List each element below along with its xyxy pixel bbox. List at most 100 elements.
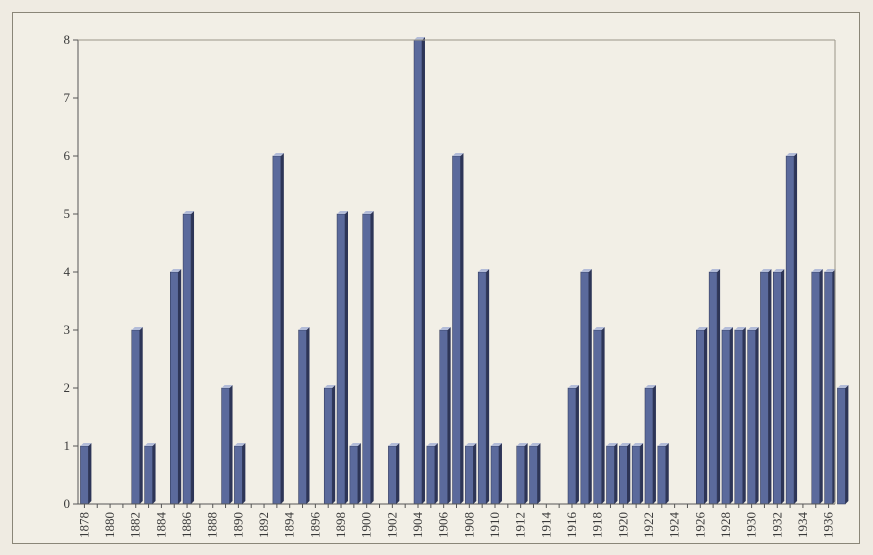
bar — [837, 385, 849, 505]
bar-top — [696, 327, 708, 330]
bar-top — [516, 443, 528, 446]
y-tick-label: 6 — [64, 148, 71, 163]
bar-front — [593, 329, 602, 505]
bar — [567, 385, 579, 505]
bar-front — [785, 155, 795, 505]
bar — [349, 443, 361, 505]
bar-front — [837, 387, 846, 505]
x-tick-label: 1884 — [153, 512, 168, 539]
bar-front — [452, 155, 461, 505]
bar-side — [88, 443, 92, 504]
x-tick-label: 1878 — [76, 512, 91, 538]
bar-side — [781, 269, 785, 504]
bar-top — [632, 443, 644, 446]
bar-top — [452, 153, 464, 156]
bar — [721, 327, 733, 505]
bar-top — [337, 211, 349, 214]
x-tick-label: 1922 — [641, 512, 656, 538]
x-tick-label: 1898 — [333, 512, 348, 538]
bar-front — [234, 445, 243, 505]
bar — [439, 327, 451, 505]
bar-side — [434, 443, 438, 504]
bar-side — [845, 385, 849, 504]
bar-side — [627, 443, 631, 504]
bar-side — [819, 269, 823, 504]
bar-side — [306, 327, 310, 504]
x-tick-label: 1888 — [205, 512, 220, 538]
bar-front — [516, 445, 525, 505]
bar — [413, 37, 425, 505]
bar-top — [170, 269, 182, 272]
bar-side — [242, 443, 246, 504]
bar-front — [824, 271, 833, 505]
bar-top — [414, 37, 425, 40]
bar — [234, 443, 246, 505]
y-tick-label: 7 — [64, 90, 71, 105]
x-tick-label: 1906 — [436, 512, 451, 539]
bar-side — [229, 385, 233, 504]
bar — [490, 443, 502, 505]
bar-front — [80, 445, 89, 505]
bar-top — [478, 269, 490, 272]
x-tick-label: 1926 — [692, 512, 707, 539]
bar-front — [644, 387, 654, 505]
bar-top — [773, 269, 785, 272]
x-tick-label: 1908 — [461, 512, 476, 538]
bar-front — [490, 445, 500, 505]
bar — [593, 327, 605, 505]
bar-side — [178, 269, 182, 504]
bar-side — [575, 385, 579, 504]
bar-front — [388, 445, 397, 505]
bar-top — [593, 327, 605, 330]
bar-front — [323, 387, 333, 505]
bar — [708, 269, 721, 505]
bar-top — [657, 443, 669, 446]
bar-top — [465, 443, 477, 446]
y-tick-label: 1 — [64, 438, 71, 453]
bar — [272, 153, 284, 505]
x-tick-label: 1902 — [384, 512, 399, 538]
bar — [824, 269, 836, 505]
bar-top — [388, 443, 400, 446]
x-tick-label: 1914 — [538, 512, 553, 539]
bar — [734, 327, 746, 505]
bar-side — [139, 327, 143, 504]
bar — [811, 269, 823, 505]
bar-front — [734, 329, 743, 505]
bar-top — [824, 269, 836, 272]
x-tick-label: 1896 — [307, 512, 322, 539]
bar-side — [717, 269, 721, 504]
bar-top — [324, 385, 336, 388]
x-tick-label: 1924 — [667, 512, 682, 539]
bar-front — [170, 271, 179, 505]
bar — [131, 327, 143, 505]
bar-top — [837, 385, 849, 388]
bar-front — [298, 329, 307, 505]
bar-front — [465, 445, 474, 505]
x-tick-label: 1880 — [102, 512, 117, 538]
bar-top — [221, 385, 233, 388]
bar-side — [768, 269, 772, 504]
x-tick-label: 1890 — [230, 512, 245, 538]
bar-front — [696, 329, 705, 505]
bar-top — [529, 443, 541, 446]
bar-top — [80, 443, 92, 446]
bar-side — [704, 327, 708, 504]
bar — [336, 211, 349, 505]
bar-side — [396, 443, 400, 504]
bar-top — [580, 269, 592, 272]
bar-top — [567, 385, 579, 388]
bar-front — [182, 213, 192, 505]
x-tick-label: 1912 — [513, 512, 528, 538]
bar-side — [345, 211, 349, 504]
bar-top — [234, 443, 246, 446]
bar-front — [619, 445, 628, 505]
bar-top — [426, 443, 438, 446]
bar-side — [332, 385, 336, 504]
y-tick-label: 8 — [64, 32, 71, 47]
bar-side — [537, 443, 541, 504]
y-tick-label: 4 — [64, 264, 71, 279]
bar-side — [601, 327, 605, 504]
x-tick-label: 1932 — [769, 512, 784, 538]
bar-top — [811, 269, 823, 272]
